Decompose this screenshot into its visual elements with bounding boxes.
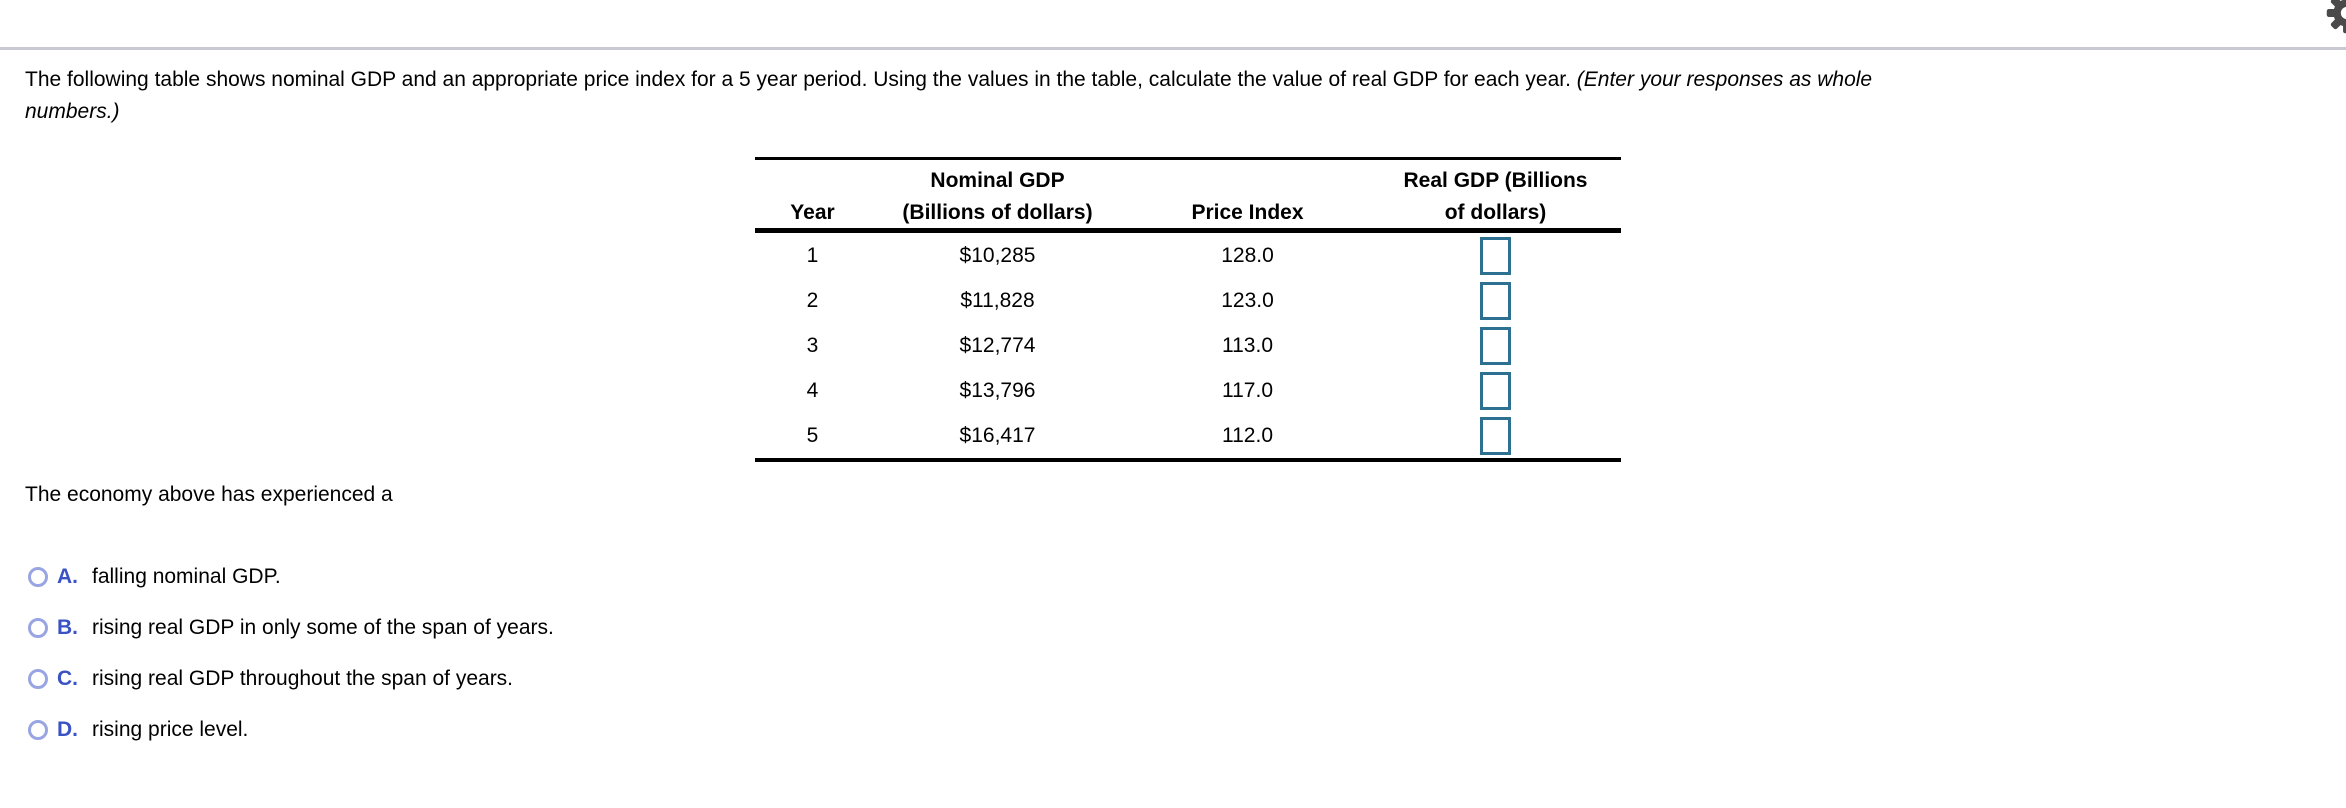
option-b[interactable]: B. rising real GDP in only some of the s… — [28, 602, 554, 653]
nominal-gdp-cell: $10,285 — [959, 243, 1036, 267]
top-toolbar — [0, 0, 2346, 50]
table-header-row-2: Year (Billions of dollars) Price Index o… — [755, 193, 1621, 228]
question-text: The following table shows nominal GDP an… — [25, 64, 2325, 128]
gdp-table: Nominal GDP Real GDP (Billions Year (Bil… — [755, 157, 1621, 462]
option-d[interactable]: D. rising price level. — [28, 704, 554, 755]
year-cell: 1 — [806, 243, 819, 267]
option-c[interactable]: C. rising real GDP throughout the span o… — [28, 653, 554, 704]
followup-prompt: The economy above has experienced a — [25, 483, 393, 506]
option-text: rising real GDP in only some of the span… — [92, 615, 554, 639]
option-text: rising price level. — [92, 717, 249, 741]
question-line-1: The following table shows nominal GDP an… — [25, 64, 2325, 96]
table-header: Nominal GDP Real GDP (Billions Year (Bil… — [755, 160, 1621, 233]
nominal-gdp-cell: $11,828 — [960, 288, 1035, 312]
answer-options: A. falling nominal GDP. B. rising real G… — [28, 551, 554, 755]
year-cell: 4 — [806, 378, 819, 402]
year-cell: 3 — [806, 333, 819, 357]
table-row: 4 $13,796 117.0 — [755, 368, 1621, 413]
option-letter: C. — [57, 666, 78, 690]
table-row: 1 $10,285 128.0 — [755, 233, 1621, 278]
option-a[interactable]: A. falling nominal GDP. — [28, 551, 554, 602]
nominal-gdp-cell: $12,774 — [959, 333, 1036, 357]
header-price-index: Price Index — [1191, 201, 1304, 224]
header-real-gdp-line1: Real GDP (Billions — [1403, 169, 1588, 192]
table-header-row-1: Nominal GDP Real GDP (Billions — [755, 160, 1621, 193]
settings-gear-icon[interactable] — [2325, 0, 2346, 35]
option-letter: A. — [57, 564, 78, 588]
price-index-cell: 113.0 — [1222, 333, 1273, 357]
year-cell: 5 — [806, 423, 819, 447]
option-letter: B. — [57, 615, 78, 639]
question-line-2: numbers.) — [25, 100, 120, 123]
table-row: 3 $12,774 113.0 — [755, 323, 1621, 368]
real-gdp-input-year-2[interactable] — [1480, 281, 1511, 320]
option-a-radio-button[interactable] — [28, 566, 48, 587]
real-gdp-input-year-3[interactable] — [1480, 326, 1511, 365]
price-index-cell: 128.0 — [1221, 243, 1274, 267]
header-nominal-gdp-line1: Nominal GDP — [930, 169, 1065, 192]
header-nominal-gdp-line2: (Billions of dollars) — [902, 201, 1093, 224]
header-year: Year — [790, 201, 835, 224]
nominal-gdp-cell: $13,796 — [959, 378, 1036, 402]
question-italic-text: (Enter your responses as whole — [1576, 68, 1873, 91]
price-index-cell: 117.0 — [1222, 378, 1273, 402]
question-regular-text: The following table shows nominal GDP an… — [25, 68, 1577, 91]
option-letter: D. — [57, 717, 78, 741]
nominal-gdp-cell: $16,417 — [959, 423, 1036, 447]
real-gdp-input-year-4[interactable] — [1480, 371, 1511, 410]
table-row: 2 $11,828 123.0 — [755, 278, 1621, 323]
option-text: rising real GDP throughout the span of y… — [92, 666, 514, 690]
option-text: falling nominal GDP. — [92, 564, 281, 588]
header-real-gdp-line2: of dollars) — [1444, 201, 1547, 224]
option-c-radio-button[interactable] — [28, 668, 48, 689]
real-gdp-input-year-1[interactable] — [1480, 236, 1511, 275]
price-index-cell: 123.0 — [1221, 288, 1274, 312]
price-index-cell: 112.0 — [1222, 423, 1273, 447]
real-gdp-input-year-5[interactable] — [1480, 416, 1511, 455]
table-row: 5 $16,417 112.0 — [755, 413, 1621, 458]
year-cell: 2 — [806, 288, 819, 312]
option-b-radio-button[interactable] — [28, 617, 48, 638]
option-d-radio-button[interactable] — [28, 719, 48, 740]
